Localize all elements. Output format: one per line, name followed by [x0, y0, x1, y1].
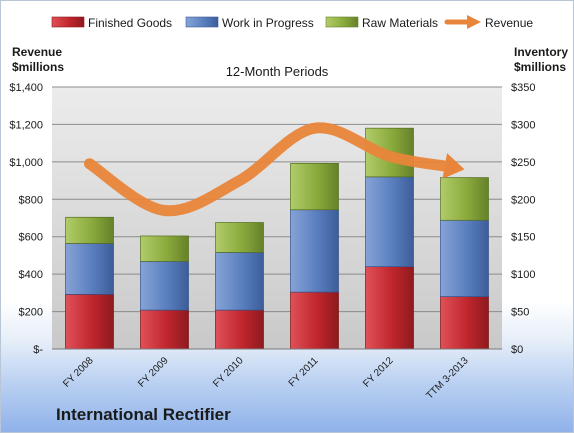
gridlines [52, 86, 502, 313]
legend-swatch-raw-materials [325, 16, 359, 28]
left-axis-title-line2: $millions [12, 60, 64, 74]
bar-raw-materials [290, 163, 339, 211]
right-tick-label: $150 [511, 232, 535, 244]
left-tick-label: $1,200 [9, 119, 43, 131]
revenue-line [84, 122, 465, 217]
bar-work-in-progress [140, 261, 189, 311]
right-tick-label: $350 [511, 82, 535, 94]
left-tick-label: $- [33, 344, 43, 356]
left-tick-label: $1,400 [9, 82, 43, 94]
legend-label-finished-goods: Finished Goods [88, 16, 172, 30]
revenue-arrow-head [442, 153, 465, 179]
bar-finished-goods [215, 309, 264, 350]
right-axis-title-line2: $millions [514, 60, 566, 74]
right-tick-label: $300 [511, 119, 535, 131]
right-tick-label: $100 [511, 269, 535, 281]
left-tick-label: $200 [19, 307, 43, 319]
x-tick-label: FY 2012 [361, 355, 396, 390]
company-name: International Rectifier [56, 405, 231, 424]
legend-label-work-in-progress: Work in Progress [222, 16, 314, 30]
x-tick-label: FY 2008 [61, 355, 96, 390]
bar-work-in-progress [215, 252, 264, 311]
bar-work-in-progress [440, 219, 489, 297]
right-tick-label: $50 [511, 307, 529, 319]
bar-finished-goods [440, 296, 489, 350]
bar-work-in-progress [365, 176, 414, 268]
x-tick-label: FY 2010 [211, 355, 246, 390]
bar-raw-materials [65, 216, 114, 244]
right-tick-label: $200 [511, 194, 535, 206]
bar-raw-materials [215, 222, 264, 253]
legend-label-revenue: Revenue [485, 16, 533, 30]
chart-title: 12-Month Periods [226, 64, 329, 79]
legend-label-raw-materials: Raw Materials [362, 16, 438, 30]
bar-raw-materials [140, 235, 189, 262]
bar-work-in-progress [65, 243, 114, 295]
right-axis-title-line1: Inventory [514, 45, 568, 59]
left-tick-label: $400 [19, 269, 43, 281]
left-tick-label: $600 [19, 232, 43, 244]
x-tick-label: FY 2009 [136, 355, 171, 390]
right-tick-label: $250 [511, 157, 535, 169]
revenue-line-path [84, 122, 455, 217]
legend: Finished Goods Work in Progress Raw Mate… [51, 15, 533, 30]
legend-swatch-revenue [444, 15, 481, 29]
plot-area [52, 87, 502, 349]
bar-raw-materials [440, 177, 489, 221]
bar-finished-goods [140, 309, 189, 350]
left-tick-label: $800 [19, 194, 43, 206]
bar-finished-goods [365, 266, 414, 350]
x-tick-label: TTM 3-2013 [424, 355, 471, 402]
left-tick-label: $1,000 [9, 157, 43, 169]
bar-finished-goods [65, 294, 114, 350]
bar-work-in-progress [290, 209, 339, 293]
right-tick-label: $0 [511, 344, 523, 356]
bar-finished-goods [290, 291, 339, 350]
x-tick-label: FY 2011 [287, 355, 321, 389]
legend-swatch-work-in-progress [185, 16, 219, 28]
left-axis-title-line1: Revenue [12, 45, 62, 59]
legend-swatch-finished-goods [51, 16, 85, 28]
